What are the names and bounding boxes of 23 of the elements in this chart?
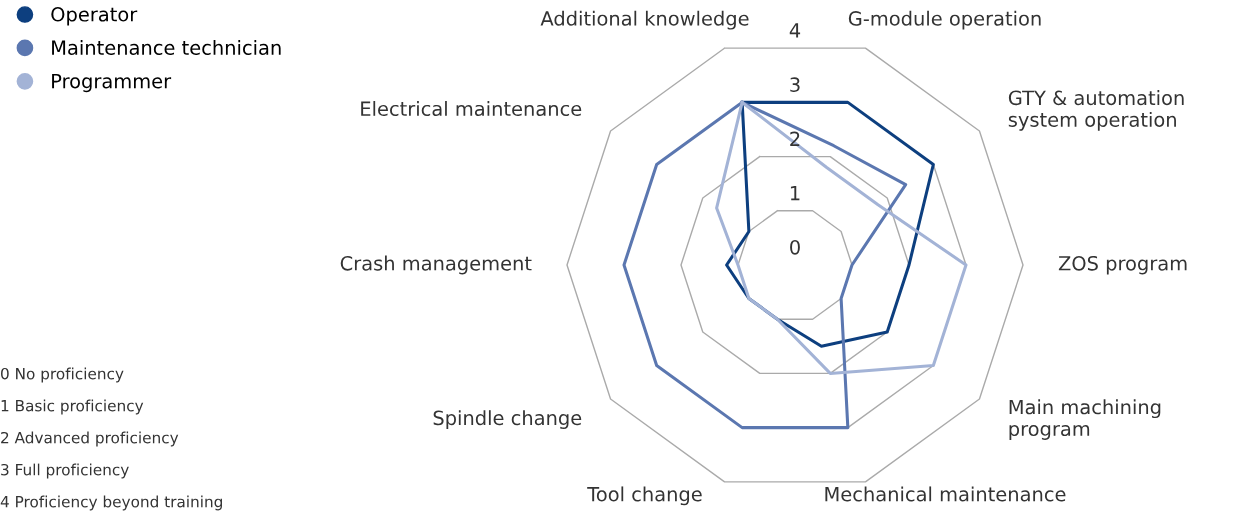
y-tick-label: 1 (790, 185, 800, 201)
text: 4 Proficiency beyond training (0, 495, 222, 511)
spoke-label: ZOS program (1058, 255, 1187, 275)
spoke-label: Mechanical maintenance (825, 486, 1066, 502)
spoke-label: Crash management (340, 255, 532, 275)
spoke-label: GTY & automation system operation (1008, 90, 1184, 131)
text: 0 No proficiency (1, 367, 124, 383)
spoke-label: Electrical maintenance (361, 101, 582, 117)
spoke-label: Additional knowledge (540, 10, 749, 30)
y-tick-label: 3 (790, 77, 800, 93)
y-tick-label: 2 (790, 131, 800, 146)
y-tick-label: 4 (789, 23, 801, 38)
spoke-label: Spindle change (433, 410, 582, 429)
y-tick-label: 0 (790, 239, 800, 255)
legend-label: Maintenance technician (52, 39, 281, 56)
spoke-label: Tool change (587, 486, 702, 506)
spoke-label: G-module operation (848, 10, 1041, 30)
spoke-label: Main machining program (1009, 399, 1161, 440)
text: 3 Full proficiency (1, 463, 129, 479)
legend-label: Operator (51, 6, 138, 26)
text: 1 Basic proficiency (1, 399, 144, 415)
text: 2 Advanced proficiency (1, 431, 179, 447)
legend-label: Programmer (52, 73, 172, 93)
